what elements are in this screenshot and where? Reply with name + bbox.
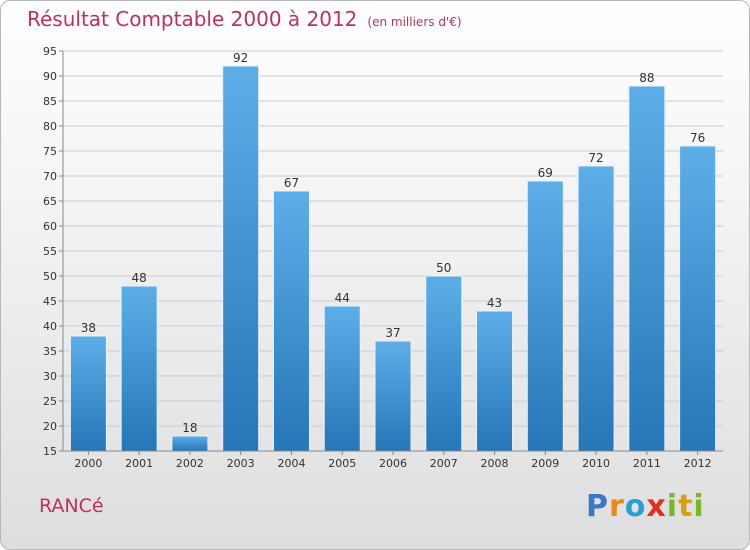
- bar-2003: [222, 65, 260, 452]
- value-label-2005: 44: [335, 291, 350, 305]
- bar-2010: [577, 165, 615, 452]
- value-label-2004: 67: [284, 176, 299, 190]
- proxiti-logo[interactable]: Proxiti: [586, 489, 705, 524]
- chart-subtitle: (en milliers d'€): [367, 15, 462, 29]
- value-label-2007: 50: [436, 261, 451, 275]
- value-label-2002: 18: [182, 421, 197, 435]
- value-label-2003: 92: [233, 51, 248, 65]
- x-tick-label-2003: 2003: [227, 457, 255, 470]
- bar-2011: [628, 85, 666, 452]
- y-tick-label: 80: [43, 120, 57, 133]
- y-tick-label: 75: [43, 145, 57, 158]
- x-tick-label-2008: 2008: [481, 457, 509, 470]
- bars: [69, 65, 717, 452]
- value-label-2010: 72: [588, 151, 603, 165]
- y-tick-label: 50: [43, 270, 57, 283]
- y-tick-label: 25: [43, 395, 57, 408]
- x-tick-label-2011: 2011: [633, 457, 661, 470]
- y-tick-label: 90: [43, 70, 57, 83]
- y-tick-label: 65: [43, 195, 57, 208]
- x-tick-label-2000: 2000: [74, 457, 102, 470]
- bar-2004: [272, 190, 310, 452]
- x-tick-label-2005: 2005: [328, 457, 356, 470]
- bar-2000: [69, 335, 107, 452]
- value-label-2006: 37: [385, 326, 400, 340]
- y-tick-label: 45: [43, 295, 57, 308]
- y-tick-label: 55: [43, 245, 57, 258]
- x-axis-ticks: 2000 2001 2002 2003 2004 2005 2006 2007 2008 2009…: [74, 451, 712, 470]
- y-tick-label: 40: [43, 320, 57, 333]
- bar-2005: [323, 305, 361, 452]
- x-tick-label-2006: 2006: [379, 457, 407, 470]
- y-tick-label: 85: [43, 95, 57, 108]
- x-tick-label-2007: 2007: [430, 457, 458, 470]
- y-tick-label: 60: [43, 220, 57, 233]
- y-tick-label: 15: [43, 445, 57, 458]
- y-tick-label: 95: [43, 45, 57, 58]
- y-tick-label: 30: [43, 370, 57, 383]
- y-tick-label: 20: [43, 420, 57, 433]
- y-tick-label: 35: [43, 345, 57, 358]
- commune-name: RANCé: [39, 495, 104, 517]
- value-labels: 38 48 18 92 67 44 37 50 43 69 72 88 76: [81, 51, 706, 435]
- value-label-2000: 38: [81, 321, 96, 335]
- chart-title-text: Résultat Comptable 2000 à 2012: [27, 7, 358, 31]
- bar-2001: [120, 285, 158, 452]
- value-label-2008: 43: [487, 296, 502, 310]
- bar-2007: [425, 275, 463, 452]
- bar-2009: [526, 180, 564, 452]
- y-axis-ticks: 15 20 25 30 35 40 45 50 55 60 65 70 75 80 85 90 95: [43, 45, 63, 458]
- x-tick-label-2002: 2002: [176, 457, 204, 470]
- bar-2002: [171, 435, 209, 452]
- value-label-2012: 76: [690, 131, 705, 145]
- bar-2012: [679, 145, 717, 452]
- y-tick-label: 70: [43, 170, 57, 183]
- x-tick-label-2009: 2009: [531, 457, 559, 470]
- chart-title: Résultat Comptable 2000 à 2012 (en millie…: [27, 7, 462, 31]
- value-label-2001: 48: [132, 271, 147, 285]
- x-tick-label-2001: 2001: [125, 457, 153, 470]
- bar-2008: [476, 310, 514, 452]
- x-tick-label-2004: 2004: [277, 457, 305, 470]
- value-label-2009: 69: [538, 166, 553, 180]
- x-tick-label-2012: 2012: [684, 457, 712, 470]
- x-tick-label-2010: 2010: [582, 457, 610, 470]
- bar-2006: [374, 340, 412, 452]
- value-label-2011: 88: [639, 71, 654, 85]
